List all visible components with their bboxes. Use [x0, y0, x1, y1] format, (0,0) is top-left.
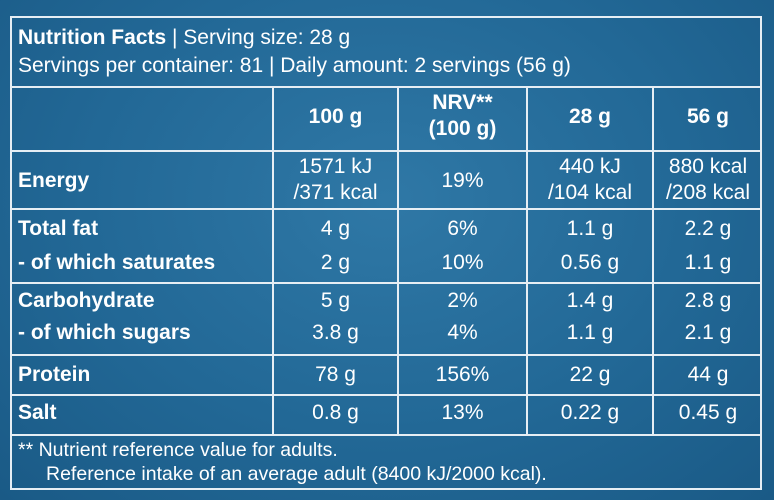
- salt-nrv: 13%: [441, 401, 484, 424]
- energy-56g-a: 880 kcal: [668, 155, 748, 178]
- column-divider: [652, 86, 654, 434]
- saturates-28g: 0.56 g: [560, 251, 620, 274]
- panel-title: Nutrition Facts: [18, 26, 167, 49]
- row-label: Energy: [18, 169, 90, 192]
- table-row: Total fat 4 g 6% 1.1 g 2.2 g - of which …: [12, 208, 760, 282]
- row-label: - of which sugars: [18, 321, 191, 344]
- salt-100g: 0.8 g: [312, 401, 359, 424]
- sugars-56g: 2.1 g: [684, 321, 732, 344]
- energy-28g-kj: 440 kJ: [559, 155, 621, 178]
- nutrition-panel: Nutrition Facts | Serving size: 28 g Ser…: [10, 16, 762, 490]
- protein-nrv: 156%: [435, 363, 490, 386]
- energy-100g-kcal: /371 kcal: [293, 181, 378, 204]
- fat-28g: 1.1 g: [566, 217, 614, 240]
- col-nrv-header-line2: (100 g): [428, 117, 497, 140]
- panel-header: Nutrition Facts | Serving size: 28 g Ser…: [12, 18, 760, 88]
- row-label: Protein: [18, 363, 91, 386]
- sugars-28g: 1.1 g: [566, 321, 614, 344]
- table-row: Protein 78 g 156% 22 g 44 g: [12, 354, 760, 394]
- row-label: Salt: [18, 401, 57, 424]
- salt-28g: 0.22 g: [560, 401, 620, 424]
- protein-100g: 78 g: [315, 363, 356, 386]
- footnote: ** Nutrient reference value for adults. …: [12, 434, 760, 490]
- row-label: Carbohydrate: [18, 289, 155, 312]
- carb-100g: 5 g: [320, 289, 351, 312]
- table-row: Energy 1571 kJ /371 kcal 19% 440 kJ /104…: [12, 150, 760, 208]
- fat-100g: 4 g: [320, 217, 351, 240]
- energy-28g: 440 kJ /104 kcal: [528, 154, 652, 206]
- column-divider: [397, 86, 399, 434]
- col-28g-header: 28 g: [568, 105, 612, 128]
- energy-56g: 880 kcal /208 kcal: [654, 154, 762, 206]
- saturates-100g: 2 g: [320, 251, 351, 274]
- row-label: Total fat: [18, 217, 99, 240]
- col-nrv-header-line1: NRV**: [432, 91, 493, 114]
- saturates-56g: 1.1 g: [684, 251, 732, 274]
- footnote-line-1: ** Nutrient reference value for adults.: [18, 439, 338, 461]
- col-nrv-header: NRV** (100 g): [399, 90, 526, 142]
- carb-56g: 2.8 g: [684, 289, 732, 312]
- serving-size: | Serving size: 28 g: [172, 26, 351, 49]
- table-row: Carbohydrate 5 g 2% 1.4 g 2.8 g - of whi…: [12, 282, 760, 354]
- protein-28g: 22 g: [569, 363, 611, 386]
- fat-nrv: 6%: [447, 217, 478, 240]
- saturates-nrv: 10%: [441, 251, 484, 274]
- row-label: - of which saturates: [18, 251, 216, 274]
- energy-56g-b: /208 kcal: [665, 181, 751, 204]
- servings-per-container: Servings per container: 81 | Daily amoun…: [18, 54, 571, 77]
- protein-56g: 44 g: [687, 363, 729, 386]
- energy-28g-kcal: /104 kcal: [547, 181, 633, 204]
- energy-100g: 1571 kJ /371 kcal: [274, 154, 397, 206]
- energy-nrv: 19%: [441, 169, 484, 192]
- column-divider: [526, 86, 528, 434]
- col-56g-header: 56 g: [686, 105, 730, 128]
- salt-56g: 0.45 g: [678, 401, 738, 424]
- col-100g-header: 100 g: [308, 105, 363, 128]
- header-line-1: Nutrition Facts | Serving size: 28 g: [18, 24, 760, 52]
- carb-28g: 1.4 g: [566, 289, 614, 312]
- column-divider: [272, 86, 274, 434]
- sugars-nrv: 4%: [447, 321, 478, 344]
- table-row: [12, 394, 760, 412]
- carb-nrv: 2%: [447, 289, 478, 312]
- column-header-row: 100 g NRV** (100 g) 28 g 56 g: [12, 86, 760, 150]
- energy-100g-kj: 1571 kJ: [298, 155, 373, 178]
- sugars-100g: 3.8 g: [312, 321, 359, 344]
- footnote-line-2: Reference intake of an average adult (84…: [46, 463, 547, 485]
- fat-56g: 2.2 g: [684, 217, 732, 240]
